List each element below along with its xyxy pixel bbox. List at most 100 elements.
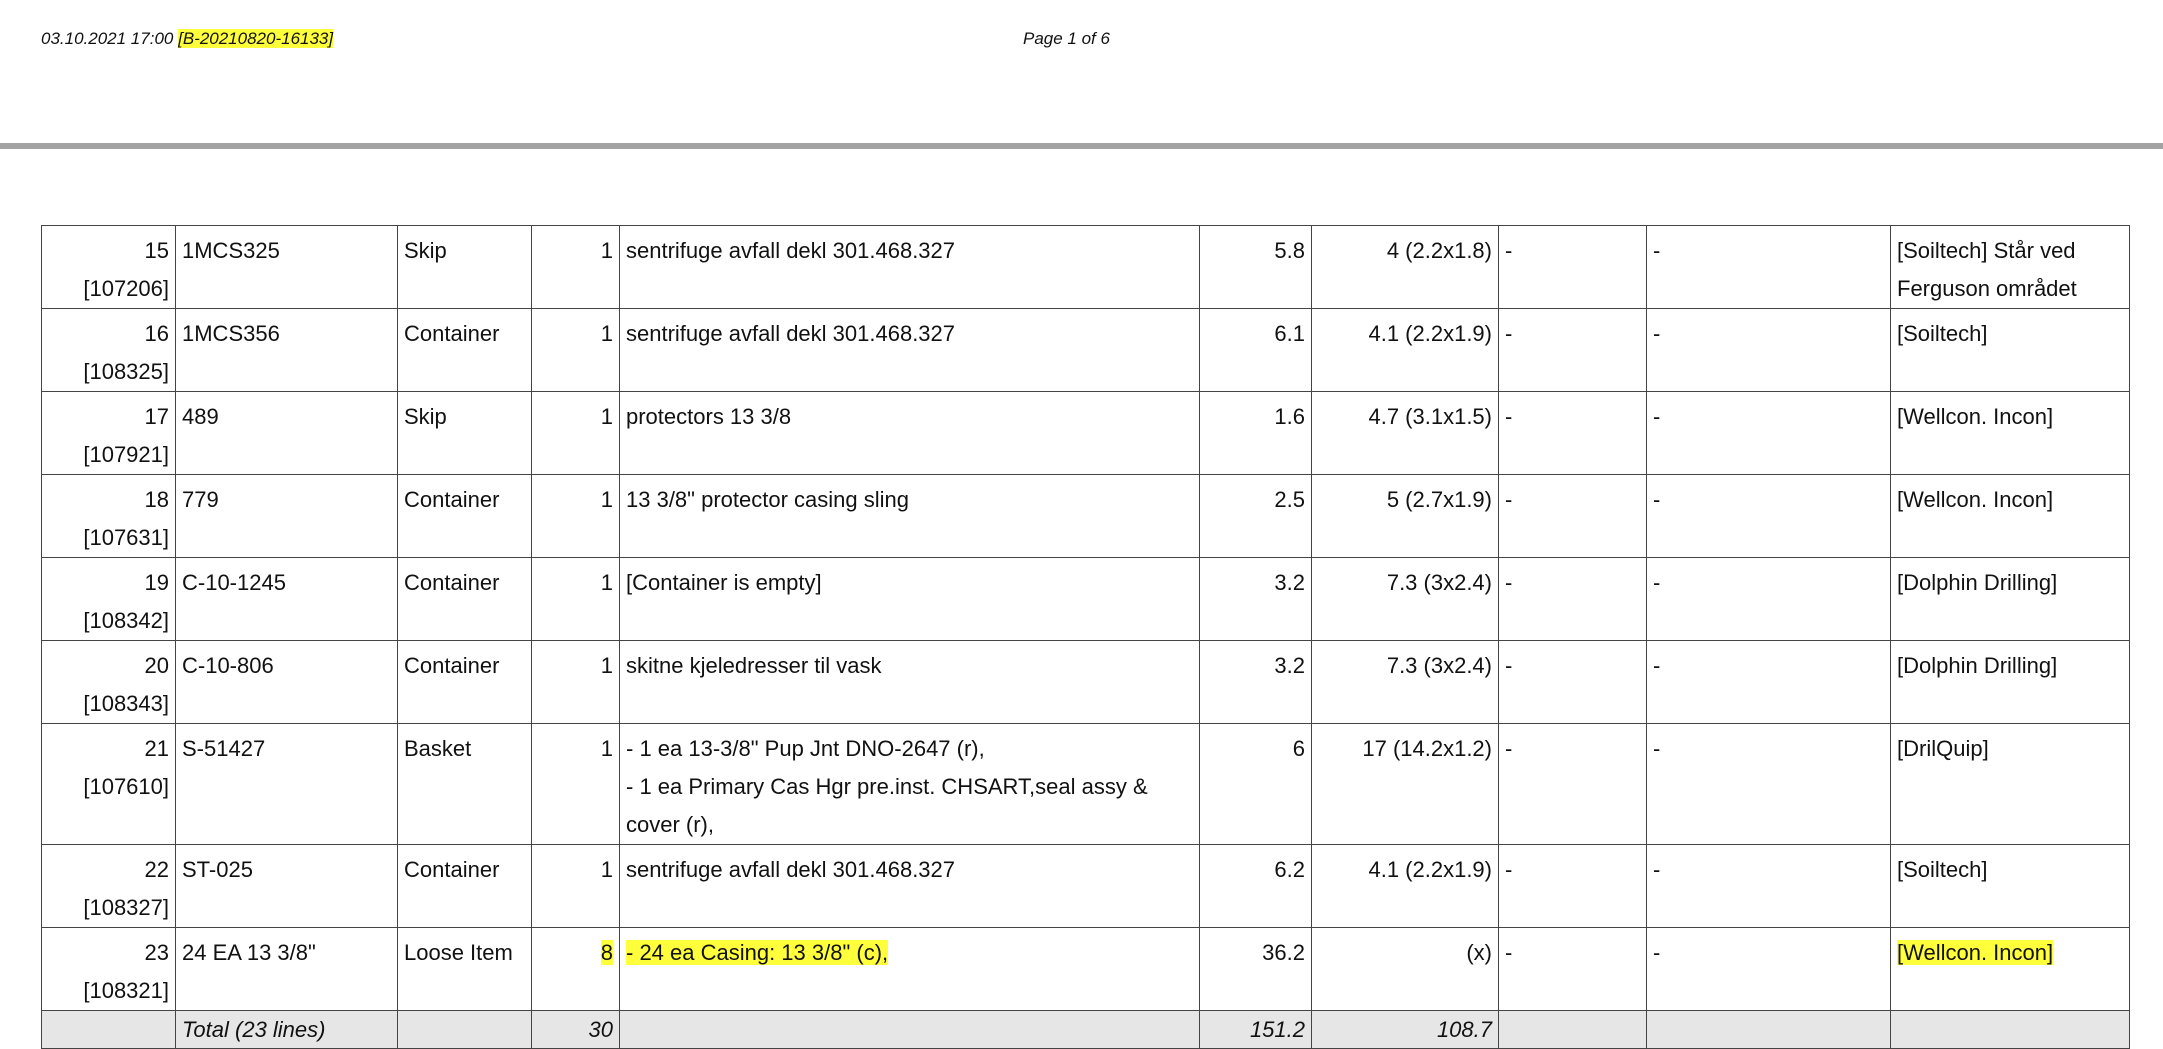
cell: 1MCS325	[175, 225, 398, 309]
company: [Wellcon. Incon]	[1897, 487, 2054, 512]
quantity: 1	[600, 736, 613, 761]
description-text: skitne kjeledresser til vask	[626, 653, 882, 678]
table-row: 16 [108325] 1MCS356 Container 1 sentrifuge av…	[41, 308, 2130, 392]
description-line: sentrifuge avfall dekl 301.468.327	[626, 315, 1193, 353]
cell: 6	[1199, 723, 1312, 845]
cell: protectors 13 3/8	[619, 391, 1200, 475]
cell: - 24 ea Casing: 13 3/8" (c),	[619, 927, 1200, 1011]
cell: 7.3 (3x2.4)	[1311, 640, 1499, 724]
page: 03.10.2021 17:00 [B-20210820-16133] Page…	[0, 29, 2163, 1049]
cell: -	[1646, 640, 1891, 724]
cell: [Dolphin Drilling]	[1890, 640, 2130, 724]
cell: [Wellcon. Incon]	[1890, 927, 2130, 1011]
description-text: sentrifuge avfall dekl 301.468.327	[626, 238, 956, 263]
cell: 779	[175, 474, 398, 558]
quantity: 1	[600, 404, 613, 429]
company: [Soiltech]	[1897, 857, 1988, 882]
quantity: 8	[600, 940, 613, 965]
reference: [B-20210820-16133]	[178, 29, 334, 48]
quantity: 1	[600, 238, 613, 263]
row-number: 23	[144, 940, 169, 965]
quantity: 1	[600, 653, 613, 678]
description-line: protectors 13 3/8	[626, 398, 1193, 436]
cell: Container	[397, 474, 532, 558]
company: [Wellcon. Incon]	[1897, 404, 2054, 429]
cell: Loose Item	[397, 927, 532, 1011]
cell: sentrifuge avfall dekl 301.468.327	[619, 225, 1200, 309]
cell: -	[1646, 844, 1891, 928]
company: [Soiltech] Står ved Ferguson området	[1897, 238, 2077, 301]
cell: 15 [107206]	[41, 225, 176, 309]
total-weight: 151.2	[1199, 1010, 1312, 1049]
cell: -	[1498, 844, 1647, 928]
cell: -	[1646, 391, 1891, 475]
row-ref: [108325]	[83, 359, 169, 384]
row-ref: [108327]	[83, 895, 169, 920]
cell: [Soiltech]	[1890, 308, 2130, 392]
cell: -	[1498, 640, 1647, 724]
cell	[619, 1010, 1200, 1049]
row-number: 22	[144, 857, 169, 882]
row-number: 15	[144, 238, 169, 263]
timestamp: 03.10.2021 17:00	[41, 29, 174, 48]
description-text: [Container is empty]	[626, 570, 822, 595]
cell: 1	[531, 391, 620, 475]
cell: sentrifuge avfall dekl 301.468.327	[619, 308, 1200, 392]
cell: - 1 ea 13-3/8" Pup Jnt DNO-2647 (r), - 1 …	[619, 723, 1200, 845]
cell: 19 [108342]	[41, 557, 176, 641]
row-ref: [107921]	[83, 442, 169, 467]
cell: 1	[531, 308, 620, 392]
cell: [Container is empty]	[619, 557, 1200, 641]
total-row: Total (23 lines) 30 151.2 108.7	[41, 1010, 2130, 1049]
cell: C-10-806	[175, 640, 398, 724]
quantity: 1	[600, 570, 613, 595]
cell: [Wellcon. Incon]	[1890, 474, 2130, 558]
cell: C-10-1245	[175, 557, 398, 641]
cell: 1	[531, 844, 620, 928]
table-row: 17 [107921] 489 Skip 1 protectors 13 3/8 1.6 4.…	[41, 391, 2130, 475]
cell: -	[1646, 308, 1891, 392]
separator	[0, 143, 2163, 149]
cell: 1.6	[1199, 391, 1312, 475]
cell: 489	[175, 391, 398, 475]
cell: 21 [107610]	[41, 723, 176, 845]
table-row: 15 [107206] 1MCS325 Skip 1 sentrifuge avfall …	[41, 225, 2130, 309]
row-ref: [108321]	[83, 978, 169, 1003]
cell: skitne kjeledresser til vask	[619, 640, 1200, 724]
description-line: [Container is empty]	[626, 564, 1193, 602]
cell: 3.2	[1199, 557, 1312, 641]
cell: 1	[531, 557, 620, 641]
cell: Container	[397, 844, 532, 928]
cell: Container	[397, 308, 532, 392]
cell: 8	[531, 927, 620, 1011]
cell: 3.2	[1199, 640, 1312, 724]
cell: -	[1498, 391, 1647, 475]
shipment-table: 15 [107206] 1MCS325 Skip 1 sentrifuge avfall …	[41, 225, 2130, 1049]
quantity: 1	[600, 487, 613, 512]
cell: -	[1646, 723, 1891, 845]
cell: 4.7 (3.1x1.5)	[1311, 391, 1499, 475]
cell: 1MCS356	[175, 308, 398, 392]
row-number: 19	[144, 570, 169, 595]
row-ref: [107631]	[83, 525, 169, 550]
cell: -	[1646, 927, 1891, 1011]
cell: [Soiltech] Står ved Ferguson området	[1890, 225, 2130, 309]
description-text: cover (r),	[626, 812, 714, 837]
row-number: 18	[144, 487, 169, 512]
row-number: 17	[144, 404, 169, 429]
description-text: protectors 13 3/8	[626, 404, 792, 429]
description-line: sentrifuge avfall dekl 301.468.327	[626, 232, 1193, 270]
cell: 1	[531, 474, 620, 558]
quantity: 1	[600, 857, 613, 882]
cell: 7.3 (3x2.4)	[1311, 557, 1499, 641]
cell	[41, 1010, 176, 1049]
row-ref: [108342]	[83, 608, 169, 633]
table-row: 20 [108343] C-10-806 Container 1 skitne kjele…	[41, 640, 2130, 724]
cell: -	[1646, 474, 1891, 558]
cell: [Wellcon. Incon]	[1890, 391, 2130, 475]
cell: -	[1498, 557, 1647, 641]
cell: Skip	[397, 225, 532, 309]
cell: Container	[397, 640, 532, 724]
cell: 36.2	[1199, 927, 1312, 1011]
cell: [Dolphin Drilling]	[1890, 557, 2130, 641]
